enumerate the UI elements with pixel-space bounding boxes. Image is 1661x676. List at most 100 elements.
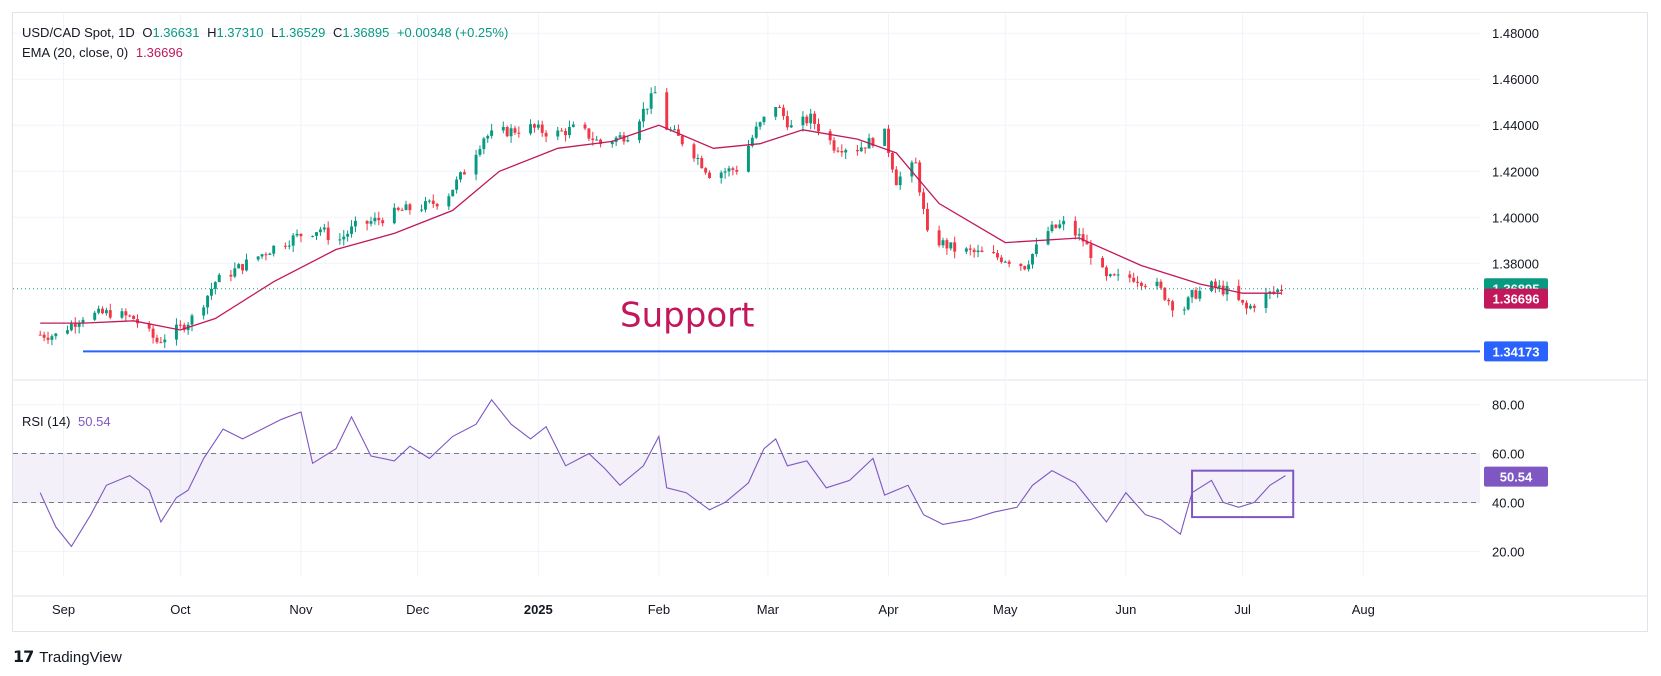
- candle-body: [789, 125, 793, 128]
- candle-body: [326, 227, 330, 241]
- candle-body: [46, 337, 50, 340]
- candle-body: [1112, 274, 1116, 276]
- rsi-axis[interactable]: 80.00 60.00 40.00 20.00: [1492, 398, 1525, 560]
- tradingview-logo-icon: 𝟭𝟳: [13, 649, 34, 666]
- rsi-label[interactable]: RSI (14): [22, 414, 71, 429]
- candle-body: [206, 295, 210, 308]
- candle-body: [1003, 261, 1007, 263]
- candle-body: [1167, 299, 1171, 302]
- candle-body: [610, 141, 614, 145]
- candle-body: [1062, 220, 1066, 225]
- candle-body: [599, 139, 603, 145]
- candle-body: [692, 144, 696, 159]
- candle-body: [645, 108, 649, 110]
- candle-body: [108, 310, 112, 318]
- candle-body: [427, 200, 431, 202]
- candle-body: [813, 113, 817, 124]
- ema-label[interactable]: EMA (20, close, 0): [22, 45, 129, 60]
- time-tick-label: Jun: [1115, 602, 1136, 617]
- brand-name: TradingView: [39, 648, 122, 666]
- tradingview-brand[interactable]: 𝟭𝟳 TradingView: [13, 647, 122, 667]
- low-value: 1.36529: [278, 25, 326, 40]
- candle-body: [392, 207, 396, 224]
- candle-body: [914, 162, 918, 164]
- candle-body: [1248, 305, 1252, 309]
- candle-body: [291, 235, 295, 246]
- candle-body: [404, 204, 408, 211]
- rsi-value-label: 50.54: [1500, 470, 1533, 485]
- candle-body: [54, 333, 58, 337]
- rsi-highlight-box: [1191, 469, 1295, 519]
- candle-body: [953, 242, 957, 252]
- candle-body: [1190, 290, 1194, 298]
- candle-body: [1194, 290, 1198, 299]
- candle-body: [69, 323, 73, 331]
- candle-body: [501, 127, 505, 131]
- candle-body: [77, 323, 81, 327]
- time-tick-label: Sep: [52, 602, 75, 617]
- candle-body: [1077, 234, 1081, 236]
- candle-body: [883, 128, 887, 146]
- candle-body: [1073, 220, 1077, 236]
- candle-body: [1046, 231, 1050, 245]
- time-tick-label: Nov: [289, 602, 313, 617]
- candle-body: [680, 135, 684, 145]
- candle-body: [101, 308, 104, 314]
- candle-body: [719, 172, 723, 179]
- time-tick-label: Mar: [757, 602, 780, 617]
- price-tick-label: 1.44000: [1492, 118, 1539, 133]
- candle-body: [774, 107, 778, 117]
- candle-body: [1058, 224, 1062, 228]
- open-value: 1.36631: [152, 25, 200, 40]
- candle-body: [937, 230, 941, 246]
- candle-body: [264, 254, 268, 256]
- candle-body: [447, 196, 451, 207]
- candle-body: [283, 245, 287, 247]
- candle-body: [828, 131, 832, 141]
- candle-body: [1213, 281, 1217, 288]
- time-axis[interactable]: Sep Oct Nov Dec 2025 Feb Mar Apr May Jun Jul Aug: [52, 602, 1375, 617]
- candle-body: [381, 220, 385, 224]
- candle-body: [1108, 274, 1112, 277]
- rsi-tick-label: 60.00: [1492, 447, 1525, 462]
- price-legend: USD/CAD Spot, 1D O1.36631 H1.37310 L1.36…: [22, 25, 512, 40]
- candle-body: [132, 315, 136, 320]
- high-value: 1.37310: [216, 25, 264, 40]
- candle-body: [1217, 285, 1221, 288]
- candle-body: [996, 253, 999, 258]
- symbol-title[interactable]: USD/CAD Spot, 1D: [22, 25, 135, 40]
- price-grid: [13, 14, 1480, 380]
- candle-body: [256, 256, 260, 260]
- candle-body: [1143, 285, 1147, 287]
- candle-body: [1171, 301, 1175, 311]
- candle-body: [653, 92, 657, 94]
- candle-body: [1264, 293, 1268, 308]
- candle-body: [758, 122, 762, 127]
- price-axis[interactable]: 1.48000 1.46000 1.44000 1.42000 1.40000 1.380…: [1492, 26, 1539, 271]
- candle-body: [1027, 264, 1031, 270]
- candle-body: [972, 249, 976, 253]
- candle-body: [1034, 244, 1038, 254]
- ema-price-label: 1.36696: [1493, 292, 1540, 307]
- candle-body: [373, 217, 377, 222]
- candle-body: [1050, 224, 1054, 232]
- candle-body: [992, 251, 996, 254]
- candle-body: [342, 236, 346, 240]
- candle-body: [462, 172, 466, 175]
- candle-body: [1007, 261, 1011, 264]
- candle-body: [809, 113, 813, 124]
- price-tick-label: 1.38000: [1492, 256, 1539, 271]
- candle-body: [1159, 281, 1163, 288]
- candle-body: [353, 220, 357, 227]
- candle-body: [1252, 305, 1256, 308]
- candle-body: [338, 239, 342, 241]
- candle-body: [1089, 244, 1093, 258]
- candle-body: [746, 145, 750, 172]
- candle-body: [945, 240, 949, 249]
- candle-body: [591, 138, 595, 141]
- candle-body: [817, 123, 820, 132]
- time-tick-label: Aug: [1352, 602, 1375, 617]
- candle-body: [556, 130, 560, 137]
- candle-body: [50, 336, 54, 340]
